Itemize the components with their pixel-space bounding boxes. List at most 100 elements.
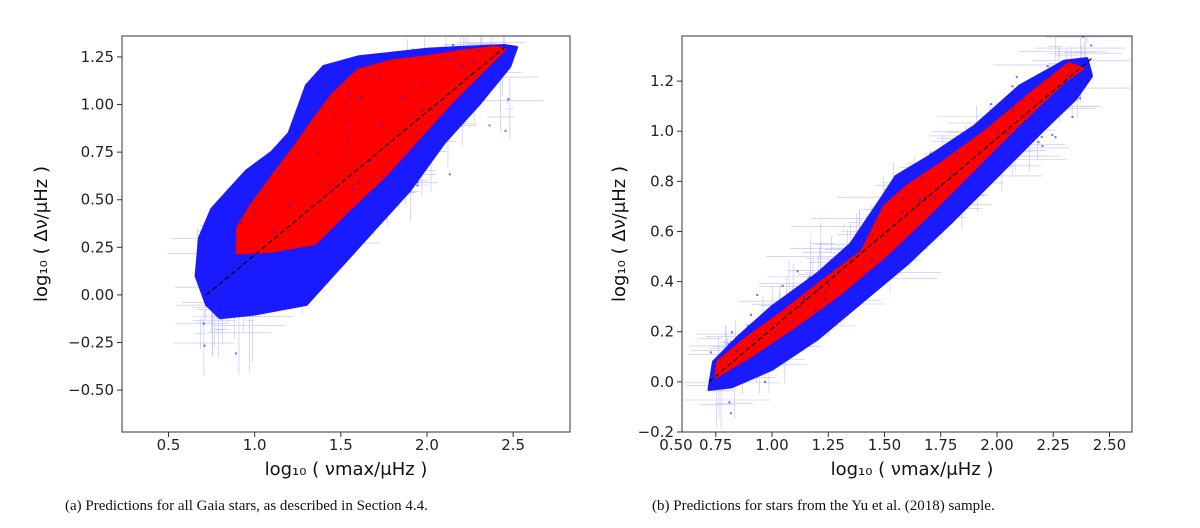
outlier-point xyxy=(792,320,796,323)
y-tick-label: 1.25 xyxy=(81,48,114,66)
outlier-point xyxy=(1071,62,1074,65)
outlier-point xyxy=(952,159,955,162)
outlier-point xyxy=(464,114,467,117)
outlier-point xyxy=(347,148,351,152)
x-tick-label: 2.50 xyxy=(1093,436,1126,454)
outlier-point xyxy=(983,116,986,119)
outlier-point xyxy=(469,73,472,76)
outlier-point xyxy=(832,259,836,263)
outlier-point xyxy=(205,236,209,239)
outlier-point xyxy=(996,169,999,172)
outlier-point xyxy=(824,290,827,293)
y-tick-label: −0.25 xyxy=(68,334,114,352)
outlier-point xyxy=(411,48,415,52)
outlier-point xyxy=(267,254,270,258)
outlier-point xyxy=(491,72,494,76)
outlier-point xyxy=(360,218,364,221)
outlier-point xyxy=(1015,75,1019,79)
y-tick-label: −0.2 xyxy=(638,423,674,441)
outlier-point xyxy=(1050,95,1054,99)
density-red-a xyxy=(235,45,506,255)
outlier-point xyxy=(823,297,826,301)
outlier-point xyxy=(475,15,477,17)
x-tick-label: 2.5 xyxy=(501,436,525,454)
outlier-point xyxy=(1017,91,1020,95)
outlier-point xyxy=(807,277,810,281)
ylabel-a: log₁₀ ( Δν/μHz ) xyxy=(31,166,52,302)
outlier-point xyxy=(254,209,257,212)
xlabel-b: log₁₀ ( νmax/μHz ) xyxy=(831,459,994,480)
x-tick-label: 1.50 xyxy=(868,436,901,454)
y-tick-label: −0.50 xyxy=(68,381,114,399)
outlier-point xyxy=(815,337,818,341)
outlier-point xyxy=(450,103,454,107)
outlier-point xyxy=(816,333,820,336)
outlier-point xyxy=(749,313,753,317)
outlier-point xyxy=(728,401,731,404)
outlier-point xyxy=(461,63,464,67)
outlier-point xyxy=(752,338,755,341)
outlier-point xyxy=(966,138,970,142)
outlier-point xyxy=(416,184,419,187)
outlier-point xyxy=(226,236,229,239)
ticks-a: 0.5 1.0 1.5 2.0 2.5 1.25 1.00 0.75 0.50 0.25 0.00 −… xyxy=(68,48,525,454)
outlier-point xyxy=(358,181,361,184)
outlier-point xyxy=(870,259,873,263)
outlier-point xyxy=(1021,98,1024,101)
outlier-point xyxy=(332,115,335,119)
outlier-point xyxy=(238,307,242,310)
outlier-point xyxy=(430,33,432,35)
xlabel-a: log₁₀ ( νmax/μHz ) xyxy=(265,459,428,480)
outlier-point xyxy=(1011,85,1014,88)
outlier-point xyxy=(336,240,340,243)
outlier-point xyxy=(499,6,501,8)
outlier-point xyxy=(422,83,426,86)
outlier-point xyxy=(225,308,228,311)
x-tick-label: 1.0 xyxy=(243,436,267,454)
outlier-point xyxy=(946,221,949,224)
outlier-point xyxy=(1035,109,1038,112)
outliers-b xyxy=(709,36,1093,415)
outlier-point xyxy=(287,204,291,208)
outlier-point xyxy=(226,228,230,231)
outlier-point xyxy=(328,184,331,187)
outlier-point xyxy=(830,270,833,274)
outlier-point xyxy=(756,293,759,297)
outlier-point xyxy=(827,284,831,287)
outlier-point xyxy=(864,272,867,275)
y-tick-label: 0.8 xyxy=(650,172,674,190)
outlier-point xyxy=(348,120,351,123)
x-tick-label: 1.5 xyxy=(329,436,353,454)
y-tick-label: 0.6 xyxy=(650,222,674,240)
outlier-point xyxy=(257,278,261,282)
outlier-point xyxy=(918,196,922,200)
outlier-point xyxy=(345,212,348,216)
outlier-point xyxy=(1063,95,1067,98)
outlier-point xyxy=(248,311,252,314)
outlier-point xyxy=(747,360,751,363)
outlier-point xyxy=(283,155,286,158)
outlier-point xyxy=(471,60,474,64)
outlier-point xyxy=(946,190,949,193)
outlier-point xyxy=(938,185,941,188)
outlier-point xyxy=(1078,97,1082,100)
reference-line-b xyxy=(708,58,1092,383)
y-tick-label: 0.0 xyxy=(650,373,674,391)
outlier-point xyxy=(763,380,767,384)
outlier-point xyxy=(1041,144,1044,148)
outlier-point xyxy=(239,299,243,303)
outlier-point xyxy=(741,381,745,384)
outlier-point xyxy=(709,351,713,354)
outlier-point xyxy=(901,196,905,200)
reference-line-a xyxy=(206,46,505,296)
outlier-point xyxy=(270,283,273,286)
outlier-point xyxy=(202,322,206,325)
x-tick-label: 1.25 xyxy=(812,436,845,454)
outlier-point xyxy=(1051,133,1054,137)
y-tick-label: 1.0 xyxy=(650,122,674,140)
outlier-point xyxy=(1040,135,1043,139)
outlier-point xyxy=(380,123,383,127)
outlier-point xyxy=(306,292,309,295)
outlier-point xyxy=(448,173,451,176)
outlier-point xyxy=(416,181,419,184)
